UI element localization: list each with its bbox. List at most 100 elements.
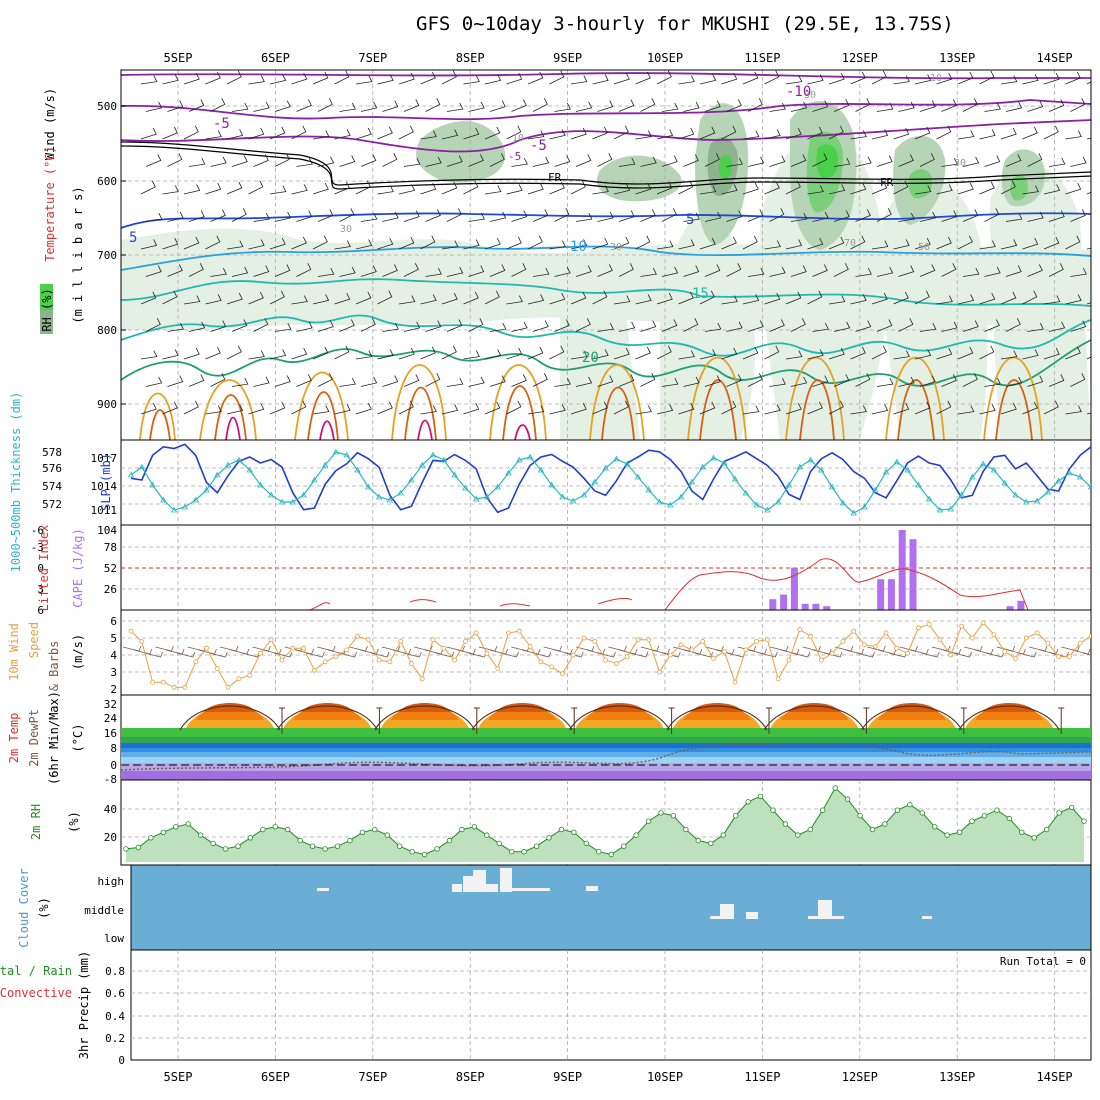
wind-barb [398, 400, 414, 415]
wind-barb [274, 153, 290, 167]
cloud-level-middle: middle [84, 904, 124, 917]
wind10-tick-label: 5 [110, 632, 117, 645]
wind-barb [683, 101, 700, 112]
wind10-speed-point [905, 650, 910, 656]
cloud-cell [720, 904, 734, 919]
wind-barb [183, 184, 201, 195]
date-label-bottom: 11SEP [744, 1070, 780, 1084]
wind-barb [360, 154, 377, 167]
wind-barb [618, 263, 634, 277]
wind-barb [635, 235, 651, 250]
wind-barb [210, 98, 226, 112]
thickness-point [580, 491, 588, 498]
wind-barb [721, 400, 737, 415]
wind-barb [661, 266, 679, 277]
wind-barb [893, 75, 910, 85]
wind-barb [231, 266, 249, 277]
wind-barb [210, 320, 227, 332]
wind-barb [549, 240, 566, 250]
temp-2m-line [276, 705, 378, 731]
wind-barb [1092, 156, 1100, 167]
temp2m-axis-title: 2m Temp [7, 713, 21, 764]
pressure-axis-title: (m i l l i b a r s) [71, 186, 85, 323]
wind-barb [979, 292, 996, 305]
precip-axis-title: 3hr Precip (mm) [77, 951, 91, 1059]
thickness-point [753, 501, 760, 508]
wind-barb [1000, 402, 1017, 415]
wind-barb [876, 319, 893, 332]
wind10-speed-point [408, 661, 414, 666]
temp2m-tick-label: 8 [110, 742, 117, 755]
wind-barb [893, 350, 910, 360]
wind-barb [876, 102, 894, 112]
wind-barb [253, 318, 269, 332]
wind-barb [291, 72, 308, 85]
wind-barb [957, 294, 975, 305]
wind-barb [661, 377, 679, 387]
wind-barb [253, 101, 270, 112]
thickness-point [828, 483, 836, 490]
rh2m-point [222, 846, 229, 852]
wind-barb [893, 291, 909, 305]
wind-barb [140, 127, 157, 140]
wind10-speed-point [560, 671, 565, 677]
wind-barb [1070, 156, 1087, 167]
date-label-top: 9SEP [553, 51, 582, 65]
rh2m-point [720, 832, 726, 838]
wind-barb [828, 72, 845, 85]
wind-barb [420, 405, 437, 415]
wind-barb [167, 153, 183, 167]
thickness-tick-label: 574 [42, 480, 62, 493]
dewpt2m-axis-title: 2m DewPt [27, 709, 41, 767]
wind-barb [226, 240, 244, 250]
cape-tick-label: 78 [104, 541, 117, 554]
wind-barb [785, 239, 803, 250]
cloud-cell [512, 888, 550, 891]
date-label-top: 11SEP [744, 51, 780, 65]
rh2m-point [956, 829, 963, 835]
rh2m-point [247, 835, 254, 841]
wind-barb [317, 156, 335, 167]
wind-barb [420, 346, 436, 360]
rh2m-point [197, 832, 204, 838]
wind-barb [382, 322, 399, 332]
rh2m-point [807, 826, 813, 833]
thickness-point [343, 451, 350, 458]
wind-barb [850, 235, 866, 250]
wind-barb [613, 125, 629, 140]
wind-barb [355, 75, 373, 85]
pressure-tick-label: 600 [97, 175, 117, 188]
rh2m-point [135, 844, 142, 851]
wind-barb [764, 240, 781, 250]
wind-barb [468, 212, 485, 222]
wind-barb [403, 321, 421, 332]
wind-barb [446, 155, 463, 167]
wind-barb [296, 157, 313, 167]
wind-barb [575, 212, 593, 222]
cloud-cell [473, 870, 486, 892]
thickness-point [138, 463, 145, 470]
wind-barb [850, 182, 867, 195]
wind-barb [979, 181, 995, 195]
wind-barb [1070, 98, 1086, 112]
wind-barb [248, 291, 264, 305]
wind10-barb [1018, 651, 1037, 658]
rh2m-point [832, 785, 838, 791]
wind10-speed-point [355, 633, 360, 639]
wind-barb [274, 264, 291, 277]
wind10-barb [1082, 652, 1091, 656]
wind-barb [183, 347, 200, 360]
wind-barb [506, 72, 523, 85]
wind-barb [785, 350, 803, 360]
thickness-point [408, 476, 415, 483]
wind-barb [231, 377, 249, 387]
wind-barb [828, 184, 846, 195]
wind-barb [613, 72, 630, 85]
wind-barb [269, 74, 287, 85]
temp-color-band [121, 752, 1091, 757]
wind-barb [425, 320, 442, 332]
temp2m-tick-label: 16 [104, 727, 117, 740]
wind-barb [140, 402, 157, 415]
wind10-speed-point [635, 637, 641, 643]
wind-barb [898, 318, 914, 332]
